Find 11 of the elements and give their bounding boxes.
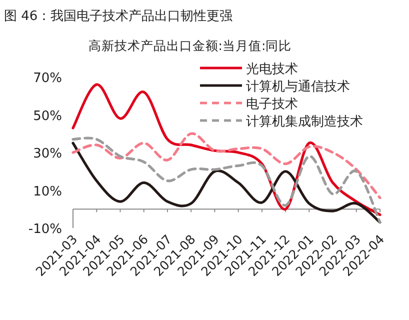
y-tick-label: 50% [33,108,62,124]
chart-title: 图 46：我国电子技术产品出口韧性更强 [4,9,233,24]
legend-label: 光电技术 [246,62,298,77]
chart-subtitle: 高新技术产品出口金额:当月值:同比 [88,38,292,53]
legend-label: 电子技术 [246,97,298,112]
y-tick-label: -10% [28,222,62,237]
legend-label: 计算机与通信技术 [246,80,350,94]
y-tick-label: 70% [33,71,62,86]
legend-label: 计算机集成制造技术 [246,114,363,130]
y-tick-label: 10% [33,184,62,200]
y-tick-label: 30% [33,146,62,162]
